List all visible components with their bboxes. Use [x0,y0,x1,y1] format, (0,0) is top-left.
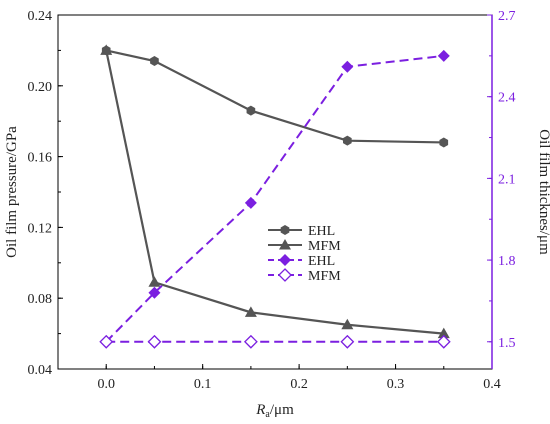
data-point [246,105,256,116]
axes: 0.0 0.1 0.2 0.3 0.4 0.04 0.08 0.12 0.16 0.20 0.24 1… [28,9,516,392]
data-point [148,276,161,287]
y-left-tick-label: 0.08 [28,292,53,307]
data-point [341,60,354,73]
data-point [244,196,257,209]
y-left-tick-label: 0.04 [28,363,53,378]
x-tick-label: 0.3 [387,377,405,392]
data-point [100,44,113,55]
x-tick-label: 0.1 [194,377,212,392]
y-right-tick-label: 2.4 [498,91,516,106]
legend-marker [278,268,292,282]
data-point [343,135,352,146]
data-point [437,49,450,62]
series-0 [101,45,449,148]
y-right-tick-label: 1.5 [498,336,516,351]
data-point [244,306,257,317]
data-point [341,318,354,330]
y-right-tick-label: 2.7 [498,9,516,24]
y-left-axis-title: Oil film pressure/GPa [4,126,20,258]
data-point [150,56,159,67]
legend-marker [280,225,290,235]
y-left-tick-label: 0.12 [28,221,53,236]
legend-label: EHL [308,254,335,269]
data-point [340,334,355,349]
x-axis-title-sub: a [265,409,270,420]
series-1 [100,44,450,339]
x-axis-title-unit: /μm [270,402,294,418]
data-point [436,334,451,349]
data-point [99,334,114,349]
data-point [147,334,162,349]
x-axis-title-main: R [255,402,265,418]
x-tick-label: 0.4 [483,377,501,392]
y-left-tick-label: 0.16 [28,151,53,166]
legend-label: EHL [308,224,335,239]
data-point [439,137,449,148]
y-left-tick-label: 0.24 [28,9,53,24]
series-line [105,54,444,343]
data-point [243,334,258,349]
y-right-tick-label: 1.8 [498,254,516,269]
series-3 [99,334,451,349]
data-point [148,286,161,299]
x-tick-label: 0.2 [290,377,308,392]
series-2 [100,49,450,348]
legend-marker [279,239,291,250]
y-left-tick-label: 0.20 [28,80,53,95]
series-layer [99,44,451,349]
x-tick-label: 0.0 [97,377,115,392]
legend-label: MFM [308,239,341,254]
x-axis-title: Ra/μm [255,402,294,420]
y-right-tick-label: 2.1 [498,172,516,187]
legend-label: MFM [308,269,341,284]
data-point [437,327,450,339]
legend-marker [279,254,291,266]
y-right-axis-title: Oil film thicknes/μm [536,129,550,255]
